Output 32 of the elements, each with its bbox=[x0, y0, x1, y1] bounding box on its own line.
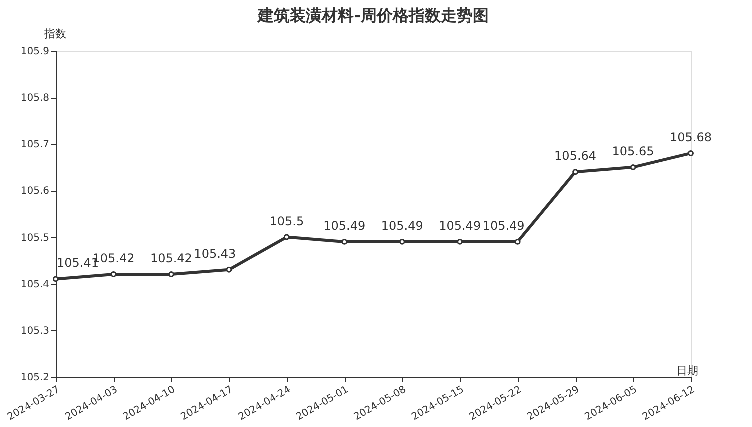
data-label: 105.68 bbox=[670, 130, 712, 144]
x-axis-title: 日期 bbox=[676, 364, 698, 378]
point bbox=[110, 272, 117, 278]
point bbox=[53, 276, 59, 282]
data-label: 105.43 bbox=[194, 246, 236, 261]
data-label: 105.49 bbox=[482, 218, 525, 233]
data-label: 105.42 bbox=[150, 252, 192, 266]
data-label: 105.5 bbox=[270, 214, 304, 228]
y-tick-label: 105.4 bbox=[20, 279, 50, 290]
y-axis-title: 指数 bbox=[44, 28, 66, 40]
y-tick-label: 105.7 bbox=[20, 140, 50, 151]
y-tick-label: 105.2 bbox=[20, 372, 50, 384]
y-tick-label: 105.6 bbox=[20, 186, 50, 198]
point bbox=[342, 238, 348, 245]
y-tick-label: 105.3 bbox=[20, 326, 50, 337]
point bbox=[688, 150, 694, 156]
point bbox=[226, 266, 232, 273]
point bbox=[630, 164, 636, 170]
data-label: 105.49 bbox=[324, 218, 366, 233]
point bbox=[572, 169, 579, 176]
point bbox=[399, 238, 406, 245]
y-tick-label: 105.9 bbox=[20, 46, 50, 58]
y-tick-label: 105.5 bbox=[20, 232, 50, 244]
data-label: 105.49 bbox=[439, 218, 482, 233]
point bbox=[514, 238, 521, 245]
data-label: 105.64 bbox=[554, 149, 597, 164]
data-label: 105.65 bbox=[612, 144, 654, 158]
y-tick-label: 105.8 bbox=[20, 93, 50, 104]
data-label: 105.49 bbox=[381, 218, 424, 233]
chart-title: 建筑装潢材料-周价格指数走势图 bbox=[256, 6, 489, 25]
point bbox=[284, 234, 290, 240]
point bbox=[457, 238, 464, 245]
